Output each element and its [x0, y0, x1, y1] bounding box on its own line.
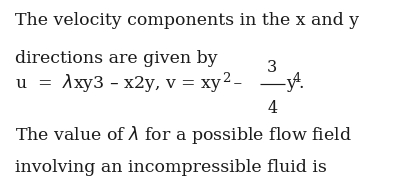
Text: 2: 2 — [222, 72, 230, 85]
Text: 4: 4 — [292, 72, 301, 85]
Text: involving an incompressible fluid is: involving an incompressible fluid is — [15, 159, 327, 176]
Text: u  =  $\lambda$xy3 – x2y, v = xy: u = $\lambda$xy3 – x2y, v = xy — [15, 73, 223, 95]
Text: –: – — [228, 76, 247, 93]
Text: .: . — [299, 76, 304, 93]
Text: The value of $\lambda$ for a possible flow field: The value of $\lambda$ for a possible fl… — [15, 124, 352, 146]
Text: 3: 3 — [267, 59, 278, 76]
Text: The velocity components in the x and y: The velocity components in the x and y — [15, 12, 360, 29]
Text: y: y — [286, 76, 296, 93]
Text: 4: 4 — [267, 100, 277, 117]
Text: directions are given by: directions are given by — [15, 50, 218, 67]
